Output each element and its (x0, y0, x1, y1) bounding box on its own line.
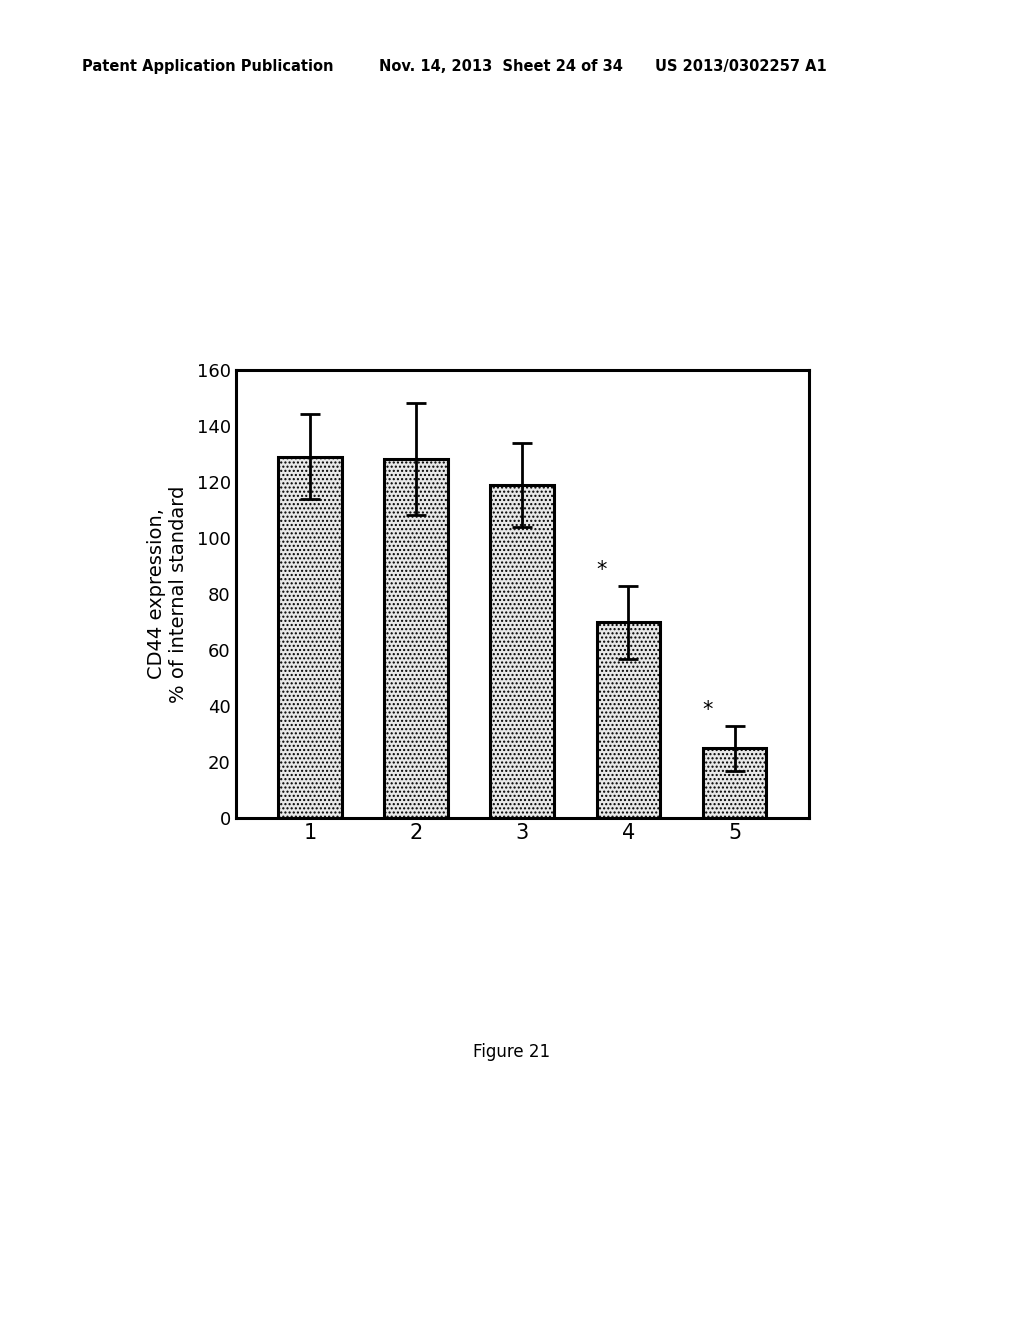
Bar (490, 484, 554, 818)
Bar (702, 748, 767, 818)
Text: Patent Application Publication: Patent Application Publication (82, 59, 334, 74)
Text: Figure 21: Figure 21 (473, 1043, 551, 1061)
Y-axis label: CD44 expression,
% of internal standard: CD44 expression, % of internal standard (147, 486, 188, 702)
Text: US 2013/0302257 A1: US 2013/0302257 A1 (655, 59, 827, 74)
Bar (384, 459, 447, 818)
Text: *: * (597, 560, 607, 579)
Bar (278, 457, 342, 818)
Text: Nov. 14, 2013  Sheet 24 of 34: Nov. 14, 2013 Sheet 24 of 34 (379, 59, 623, 74)
Text: *: * (702, 700, 714, 721)
Bar (597, 622, 660, 818)
